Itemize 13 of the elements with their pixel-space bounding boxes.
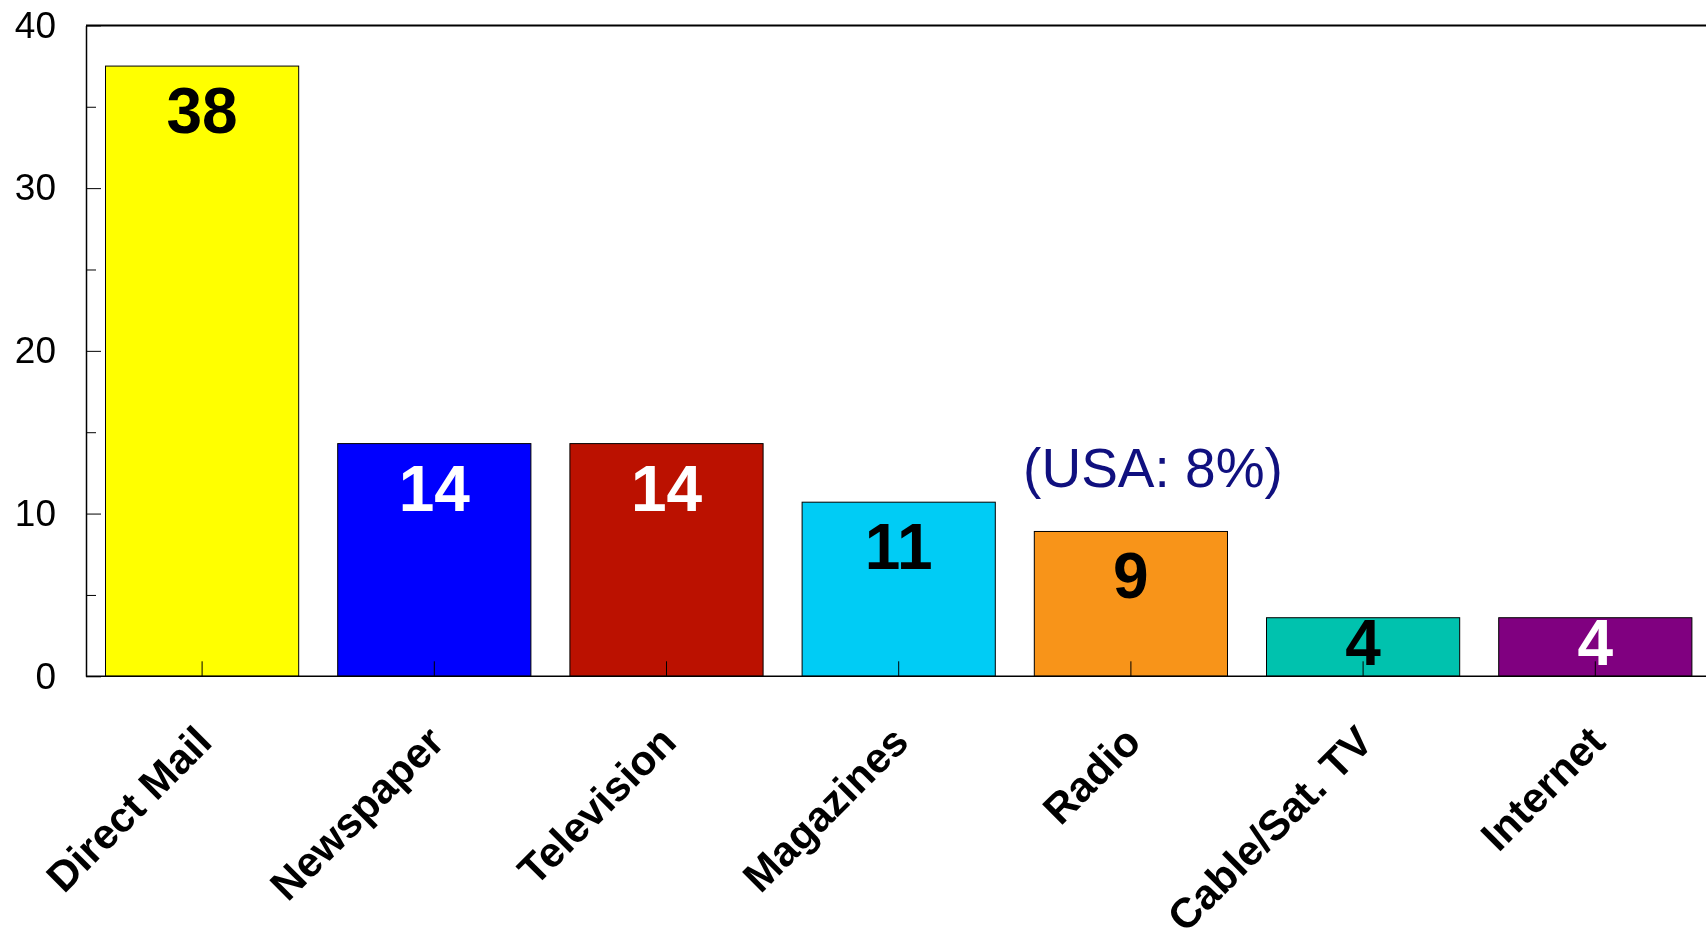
data-label: 38 <box>166 75 238 148</box>
y-tick-label: 20 <box>14 330 56 372</box>
y-tick-label: 10 <box>14 492 56 534</box>
y-tick-label: 40 <box>14 4 56 46</box>
annotation: (USA: 8%) <box>1023 437 1283 500</box>
data-label: 4 <box>1577 606 1614 679</box>
y-tick-label: 0 <box>35 655 56 697</box>
data-label: 4 <box>1345 606 1382 679</box>
data-label: 11 <box>864 511 933 584</box>
y-tick-label: 30 <box>14 167 56 209</box>
data-label: 14 <box>630 452 703 525</box>
data-label: 9 <box>1113 540 1149 613</box>
data-label: 14 <box>398 452 471 525</box>
